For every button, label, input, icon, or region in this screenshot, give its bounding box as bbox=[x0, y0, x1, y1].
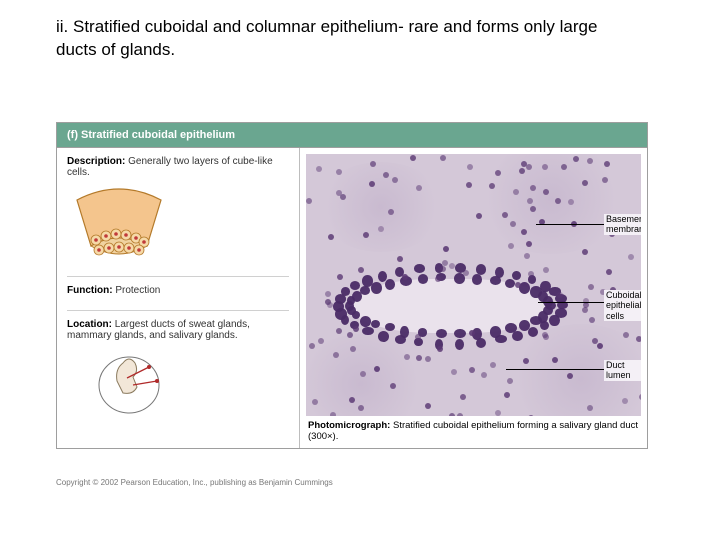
location-block: Location: Largest ducts of sweat glands,… bbox=[67, 319, 289, 417]
callout-basement-membrane: Basement membrane bbox=[604, 214, 641, 235]
figure-panel: (f) Stratified cuboidal epithelium Descr… bbox=[56, 122, 648, 449]
callout-duct-lumen: Duct lumen bbox=[604, 360, 641, 381]
photomicrograph-caption: Photomicrograph: Stratified cuboidal epi… bbox=[306, 416, 641, 444]
wedge-icon bbox=[69, 184, 169, 262]
slide-heading: ii. Stratified cuboidal and columnar epi… bbox=[56, 16, 610, 62]
copyright-text: Copyright © 2002 Pearson Education, Inc.… bbox=[56, 478, 333, 487]
function-text: Protection bbox=[113, 285, 161, 296]
figure-body: Description: Generally two layers of cub… bbox=[57, 148, 647, 448]
description-label: Description: bbox=[67, 156, 125, 167]
caption-label: Photomicrograph: bbox=[308, 420, 390, 431]
description-block: Description: Generally two layers of cub… bbox=[67, 156, 289, 262]
photomicrograph: [] Basement membrane Cuboidal epithelial… bbox=[306, 154, 641, 416]
figure-left-column: Description: Generally two layers of cub… bbox=[57, 148, 300, 448]
divider bbox=[67, 310, 289, 311]
callout-cuboidal-cells: Cuboidal epithelial cells bbox=[604, 290, 641, 321]
figure-titlebar: (f) Stratified cuboidal epithelium bbox=[57, 123, 647, 148]
function-block: Function: Protection bbox=[67, 285, 289, 296]
function-label: Function: bbox=[67, 285, 113, 296]
body-locator-illustration bbox=[87, 345, 179, 417]
cuboidal-wedge-illustration bbox=[69, 184, 169, 262]
divider bbox=[67, 276, 289, 277]
location-label: Location: bbox=[67, 319, 112, 330]
body-icon bbox=[87, 345, 179, 417]
figure-right-column: [] Basement membrane Cuboidal epithelial… bbox=[300, 148, 647, 448]
